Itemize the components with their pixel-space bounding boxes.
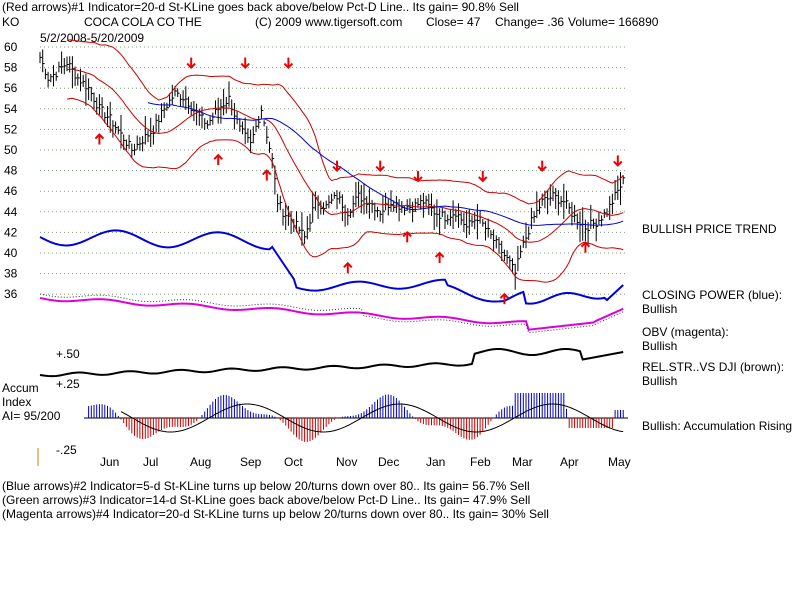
month-label: Jan	[426, 455, 445, 469]
y-tick-label: 56	[4, 81, 18, 95]
month-label: Dec	[378, 455, 399, 469]
sell-arrow	[283, 57, 294, 70]
sell-arrow	[240, 57, 250, 70]
month-label: Sep	[240, 455, 262, 469]
date-range: 5/2/2008-5/20/2009	[40, 31, 145, 45]
month-label: Jul	[143, 455, 158, 469]
y-tick-label: 60	[4, 40, 18, 54]
month-label: Jun	[100, 455, 119, 469]
buy-arrow	[499, 292, 510, 305]
index-label: Index	[2, 395, 32, 409]
month-label: Mar	[512, 455, 533, 469]
y-tick-label: 40	[4, 246, 18, 260]
sell-arrow	[375, 160, 385, 173]
copyright: (C) 2009 www.tigersoft.com	[255, 15, 403, 29]
rel-str-status: Bullish	[642, 374, 678, 388]
upper-band	[66, 39, 624, 205]
month-label: Aug	[190, 455, 211, 469]
rel-str-label: REL.STR..VS DJI (brown):	[642, 360, 785, 374]
volume-value: Volume= 166890	[568, 15, 659, 29]
close-value: Close= 47	[426, 15, 481, 29]
accum-tick-p50: +.50	[56, 347, 80, 361]
buy-arrow	[262, 169, 272, 181]
rel-str-line	[39, 348, 624, 378]
ticker: KO	[2, 15, 20, 29]
accum-tick-p25: +.25	[56, 377, 80, 391]
accum-status: Bullish: Accumulation Rising	[642, 419, 793, 433]
month-label: Feb	[470, 455, 491, 469]
buy-arrow	[402, 230, 412, 243]
moving-average-21	[66, 68, 624, 243]
y-tick-label: 54	[4, 102, 18, 116]
closing-power-line	[39, 229, 624, 305]
change-value: Change= .36	[495, 15, 565, 29]
buy-arrow	[343, 261, 353, 274]
footer-line3: (Magenta arrows)#4 Indicator=20-d St-KLi…	[2, 507, 549, 521]
price-trend-label: BULLISH PRICE TREND	[642, 222, 777, 236]
accum-tick-m25: -.25	[56, 443, 77, 457]
closing-power-status: Bullish	[642, 302, 678, 316]
y-tick-label: 36	[4, 287, 18, 301]
buy-arrow	[94, 133, 105, 145]
moving-average-50	[147, 102, 624, 226]
y-tick-label: 52	[4, 122, 18, 136]
buy-arrow	[213, 153, 223, 166]
y-tick-label: 58	[4, 61, 18, 75]
month-label: May	[608, 455, 631, 469]
buy-arrow	[434, 251, 445, 263]
sell-arrow	[186, 57, 196, 70]
y-tick-label: 38	[4, 267, 18, 281]
footer-line2: (Green arrows)#3 Indicator=14-d St-KLine…	[2, 493, 531, 507]
accum-label: Accum	[2, 381, 39, 395]
obv-label: OBV (magenta):	[642, 325, 729, 339]
sell-arrow	[613, 155, 623, 167]
header-line1: (Red arrows)#1 Indicator=20-d St-KLine g…	[2, 0, 519, 14]
y-tick-label: 44	[4, 205, 18, 219]
obv-line	[39, 297, 624, 331]
month-label: Apr	[560, 455, 579, 469]
company-name: COCA COLA CO THE	[84, 15, 202, 29]
month-label: Nov	[336, 455, 357, 469]
sell-arrow	[413, 170, 423, 183]
footer-line1: (Blue arrows)#2 Indicator=5-d St-KLine t…	[2, 479, 530, 493]
ai-value: AI= 95/200	[2, 409, 61, 423]
sell-arrow	[478, 170, 488, 183]
lower-band	[66, 97, 624, 283]
closing-power-label: CLOSING POWER (blue):	[642, 288, 783, 302]
obv-status: Bullish	[642, 339, 678, 353]
sell-arrow	[537, 160, 547, 173]
buy-arrow	[580, 241, 591, 253]
accum-ma	[120, 403, 624, 433]
y-tick-label: 50	[4, 143, 18, 157]
y-tick-label: 46	[4, 184, 18, 198]
sell-arrow	[332, 160, 342, 173]
month-label: Oct	[284, 455, 303, 469]
y-tick-label: 48	[4, 164, 18, 178]
y-tick-label: 42	[4, 225, 18, 239]
